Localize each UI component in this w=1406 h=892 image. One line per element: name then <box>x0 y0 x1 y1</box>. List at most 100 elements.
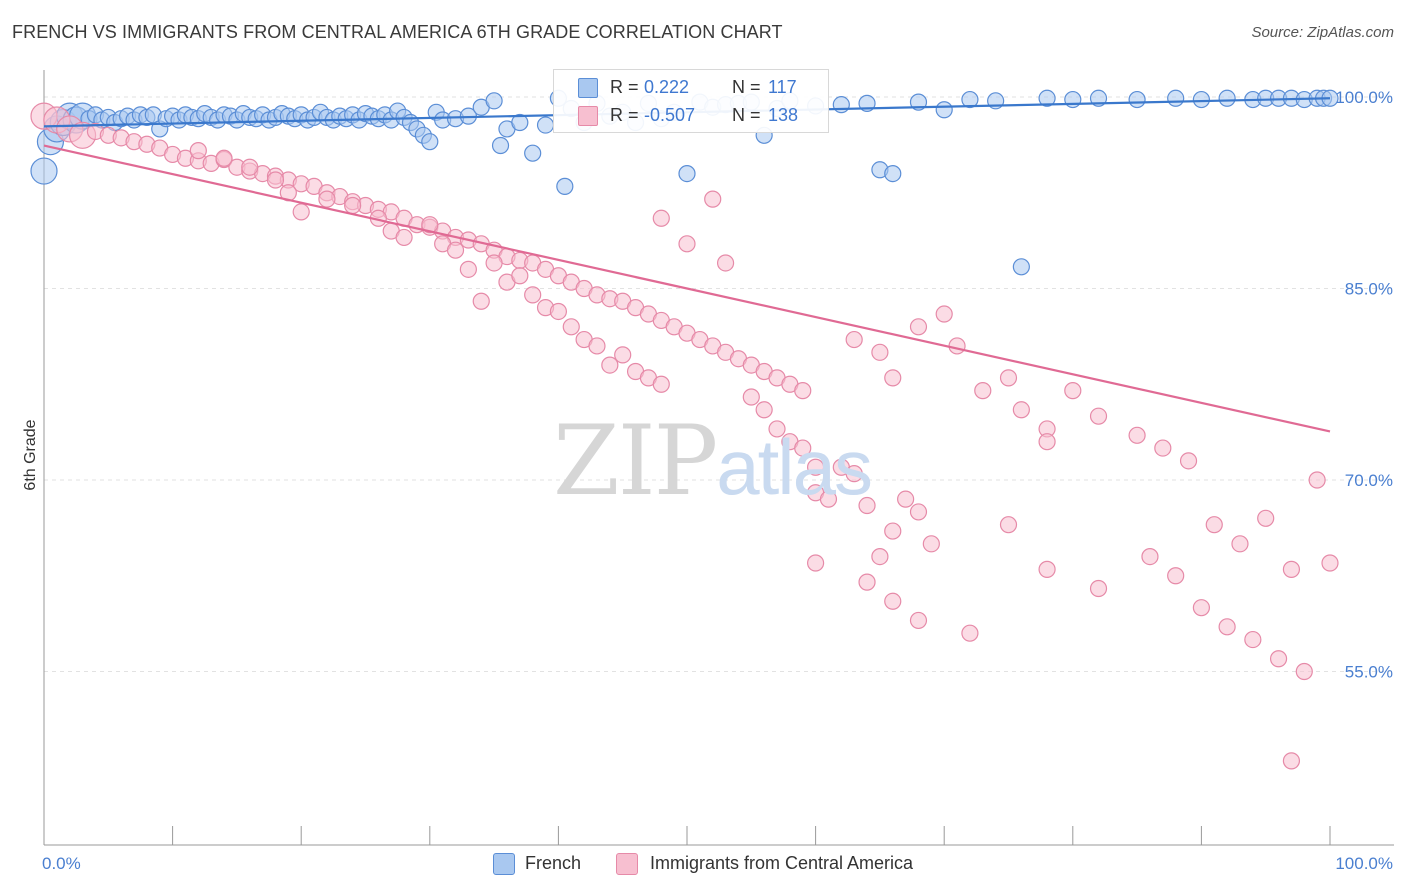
immig-point <box>601 356 619 374</box>
french-point <box>1064 90 1082 109</box>
immig-point <box>716 254 735 272</box>
immig-point <box>1179 452 1198 470</box>
n-label: N = <box>732 105 761 125</box>
immig-point <box>1282 752 1301 770</box>
immig-point <box>1128 426 1146 444</box>
immig-point <box>485 254 503 272</box>
immig-point <box>884 592 902 610</box>
immig-point <box>678 235 696 253</box>
immig-point <box>858 496 876 515</box>
immig-point <box>524 286 542 304</box>
immig-point <box>446 241 465 259</box>
french-point <box>884 165 902 183</box>
french-point <box>1192 90 1211 109</box>
immig-point <box>421 216 439 234</box>
legend-immig-label: Immigrants from Central America <box>650 853 914 873</box>
immig-point <box>266 171 285 189</box>
immig-point <box>974 382 992 400</box>
legend-french-label: French <box>525 853 582 873</box>
immig-point <box>768 420 786 438</box>
legend-french-swatch <box>493 853 515 875</box>
french-point <box>1218 89 1236 107</box>
french-point <box>491 136 510 155</box>
immig-point <box>318 190 336 208</box>
immig-point <box>884 369 902 387</box>
immig-point <box>614 346 632 364</box>
immig-point <box>1141 547 1159 566</box>
axes <box>43 70 1394 846</box>
immig-point <box>858 573 876 591</box>
french-point <box>1128 90 1146 109</box>
immig-point <box>961 624 979 642</box>
immig-point <box>897 490 915 508</box>
immig-point <box>845 330 863 349</box>
immig-point <box>999 369 1018 387</box>
immig-point <box>871 343 889 361</box>
immig-point <box>549 302 568 321</box>
immig-point <box>909 611 928 630</box>
immig-point <box>999 516 1018 534</box>
immig-point <box>1167 567 1185 585</box>
immig-point <box>935 305 953 323</box>
immig-point <box>704 190 722 208</box>
immig-point <box>1192 599 1211 617</box>
immig-point <box>1321 554 1339 572</box>
french-point <box>1012 258 1030 276</box>
french-point <box>485 92 503 110</box>
immig-point <box>292 203 310 221</box>
immig-point <box>1089 407 1108 425</box>
french-point <box>556 177 574 195</box>
r-value: 0.222 <box>644 77 690 97</box>
y-tick-label-3: 100.0% <box>1335 88 1393 107</box>
watermark-zip: ZIP <box>553 405 718 517</box>
immig-point <box>241 158 259 176</box>
chart-title: FRENCH VS IMMIGRANTS FROM CENTRAL AMERIC… <box>12 22 783 42</box>
french-point <box>524 144 542 162</box>
r-label: R = <box>610 105 639 125</box>
immig-point <box>1257 509 1275 527</box>
immig-point <box>819 490 838 508</box>
y-tick-label-2: 85.0% <box>1345 280 1393 299</box>
immig-point <box>459 260 477 278</box>
immig-point <box>1218 618 1236 636</box>
french-point <box>421 133 439 151</box>
immig-point <box>806 554 825 572</box>
immig-point <box>344 196 362 215</box>
immig-point <box>562 318 580 336</box>
stats-legend: R = 0.222 N = 117 R = -0.507 N = 138 <box>553 69 829 133</box>
trend-lines <box>43 97 1331 433</box>
immig-point <box>588 337 606 355</box>
immig-point <box>922 535 940 553</box>
immig-point <box>1205 516 1223 534</box>
immig-point <box>189 142 207 160</box>
immig-point <box>1269 650 1288 668</box>
french-point <box>30 157 58 185</box>
immig-point <box>884 522 902 540</box>
immig-point <box>511 267 529 285</box>
grid-lines <box>44 96 1394 672</box>
french-swatch <box>578 78 598 98</box>
immig-point <box>1064 382 1082 400</box>
french-point <box>961 90 979 109</box>
immig-points <box>30 102 1339 770</box>
immig-point <box>794 382 812 400</box>
immig-point <box>1308 471 1326 489</box>
n-value: 117 <box>768 77 797 97</box>
immig-point <box>845 465 863 483</box>
immig-trend-line <box>43 144 1331 433</box>
chart-source: Source: ZipAtlas.com <box>1251 24 1394 41</box>
immig-point <box>794 439 812 457</box>
n-label: N = <box>732 77 761 97</box>
immig-point <box>652 375 670 393</box>
immig-point <box>472 292 490 310</box>
french-point <box>1167 89 1185 107</box>
immig-point <box>755 401 773 419</box>
immig-point <box>806 458 825 476</box>
french-point <box>935 101 953 119</box>
immig-point <box>215 149 233 167</box>
immig-point <box>1231 535 1249 553</box>
immig-point <box>1012 401 1030 419</box>
y-axis-label: 6th Grade <box>22 419 39 490</box>
immig-point <box>948 337 966 355</box>
french-point <box>832 96 850 114</box>
